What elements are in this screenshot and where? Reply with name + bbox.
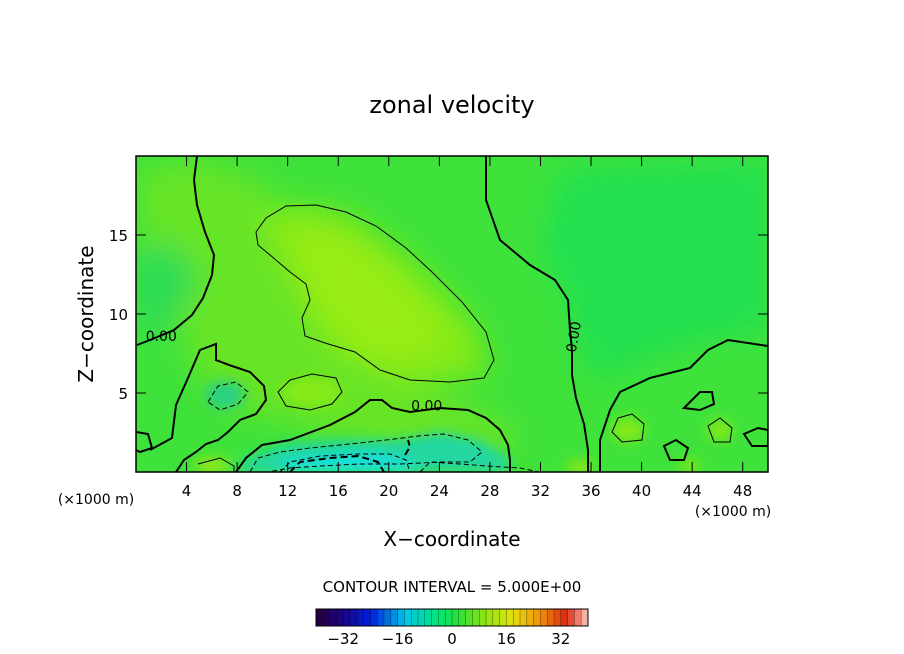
colorbar-swatch — [370, 609, 378, 626]
x-tick-label: 24 — [430, 482, 449, 500]
colorbar-swatch — [322, 609, 331, 626]
colorbar-swatch — [540, 609, 548, 626]
colorbar-swatch — [424, 609, 433, 626]
y-tick-label: 5 — [118, 385, 128, 403]
colorbar-swatch — [472, 609, 480, 626]
colorbar-swatch — [452, 609, 460, 626]
colorbar-tick-label: 32 — [551, 630, 570, 648]
contour-interval-text: CONTOUR INTERVAL = 5.000E+00 — [323, 578, 582, 596]
x-tick-label: 32 — [531, 482, 550, 500]
x-tick-label: 40 — [632, 482, 651, 500]
x-unit-right: (×1000 m) — [695, 504, 771, 520]
x-tick-label: 4 — [182, 482, 192, 500]
x-tick-label: 48 — [733, 482, 752, 500]
colorbar-swatch — [431, 609, 439, 626]
colorbar-swatch — [329, 609, 337, 626]
colorbar-swatch — [438, 609, 446, 626]
x-tick-label: 20 — [379, 482, 398, 500]
x-tick-label: 8 — [232, 482, 242, 500]
colorbar-swatch — [520, 609, 528, 626]
colorbar-swatch — [492, 609, 501, 626]
colorbar-swatch — [526, 609, 535, 626]
x-tick-label: 36 — [581, 482, 600, 500]
x-tick-label: 44 — [683, 482, 702, 500]
x-tick-label: 16 — [329, 482, 348, 500]
colorbar: −32 −16 0 16 32 — [315, 608, 589, 648]
colorbar-tick-label: −32 — [327, 630, 359, 648]
contour-label: 0.00 — [564, 320, 585, 353]
contour-label: 0.00 — [146, 329, 177, 345]
colorbar-swatch — [581, 609, 589, 626]
colorbar-swatch — [356, 609, 365, 626]
y-axis-label: Z−coordinate — [74, 245, 98, 382]
colorbar-swatch — [547, 609, 555, 626]
colorbar-swatch — [377, 609, 385, 626]
colorbar-swatch — [567, 609, 575, 626]
colorbar-swatch — [397, 609, 405, 626]
contour-negative — [207, 381, 541, 472]
chart-title: zonal velocity — [369, 91, 534, 119]
colorbar-swatch — [479, 609, 487, 626]
field-shading-fine — [194, 378, 732, 472]
colorbar-swatch — [350, 609, 358, 626]
colorbar-frame — [315, 608, 589, 627]
colorbar-swatch — [445, 609, 453, 626]
x-tick-label: 12 — [278, 482, 297, 500]
contour-positive — [197, 204, 733, 472]
colorbar-swatch — [560, 609, 569, 626]
contour-zero — [136, 156, 768, 472]
colorbar-swatch — [343, 609, 351, 626]
x-tick-label: 28 — [480, 482, 499, 500]
contour-label-group: 0.00 0.00 0.00 — [146, 320, 585, 414]
colorbar-swatch — [411, 609, 419, 626]
colorbar-swatch — [418, 609, 426, 626]
x-axis: 4 8 12 16 20 24 28 32 36 40 44 48 — [182, 156, 752, 500]
colorbar-swatch — [390, 609, 399, 626]
colorbar-tick-label: 0 — [447, 630, 457, 648]
colorbar-swatch — [363, 609, 371, 626]
x-axis-label: X−coordinate — [383, 527, 520, 551]
colorbar-swatch — [499, 609, 507, 626]
contour-label: 0.00 — [411, 398, 442, 414]
colorbar-swatch — [574, 609, 582, 626]
y-tick-label: 10 — [109, 306, 128, 324]
plot-area — [136, 156, 768, 472]
colorbar-swatch — [486, 609, 494, 626]
colorbar-swatch — [336, 609, 344, 626]
contour-negative-strong — [289, 439, 412, 472]
colorbar-swatch — [506, 609, 514, 626]
x-unit-left: (×1000 m) — [58, 492, 134, 508]
colorbar-swatch — [384, 609, 392, 626]
y-tick-label: 15 — [109, 227, 128, 245]
colorbar-tick-label: −16 — [382, 630, 414, 648]
colorbar-tick-label: 16 — [497, 630, 516, 648]
colorbar-swatch — [554, 609, 562, 626]
colorbar-swatch — [316, 609, 324, 626]
colorbar-swatch — [533, 609, 541, 626]
colorbar-swatch — [458, 609, 467, 626]
colorbar-swatch — [465, 609, 473, 626]
colorbar-swatch — [404, 609, 412, 626]
y-axis: 5 10 15 — [109, 227, 768, 403]
colorbar-swatch — [513, 609, 521, 626]
